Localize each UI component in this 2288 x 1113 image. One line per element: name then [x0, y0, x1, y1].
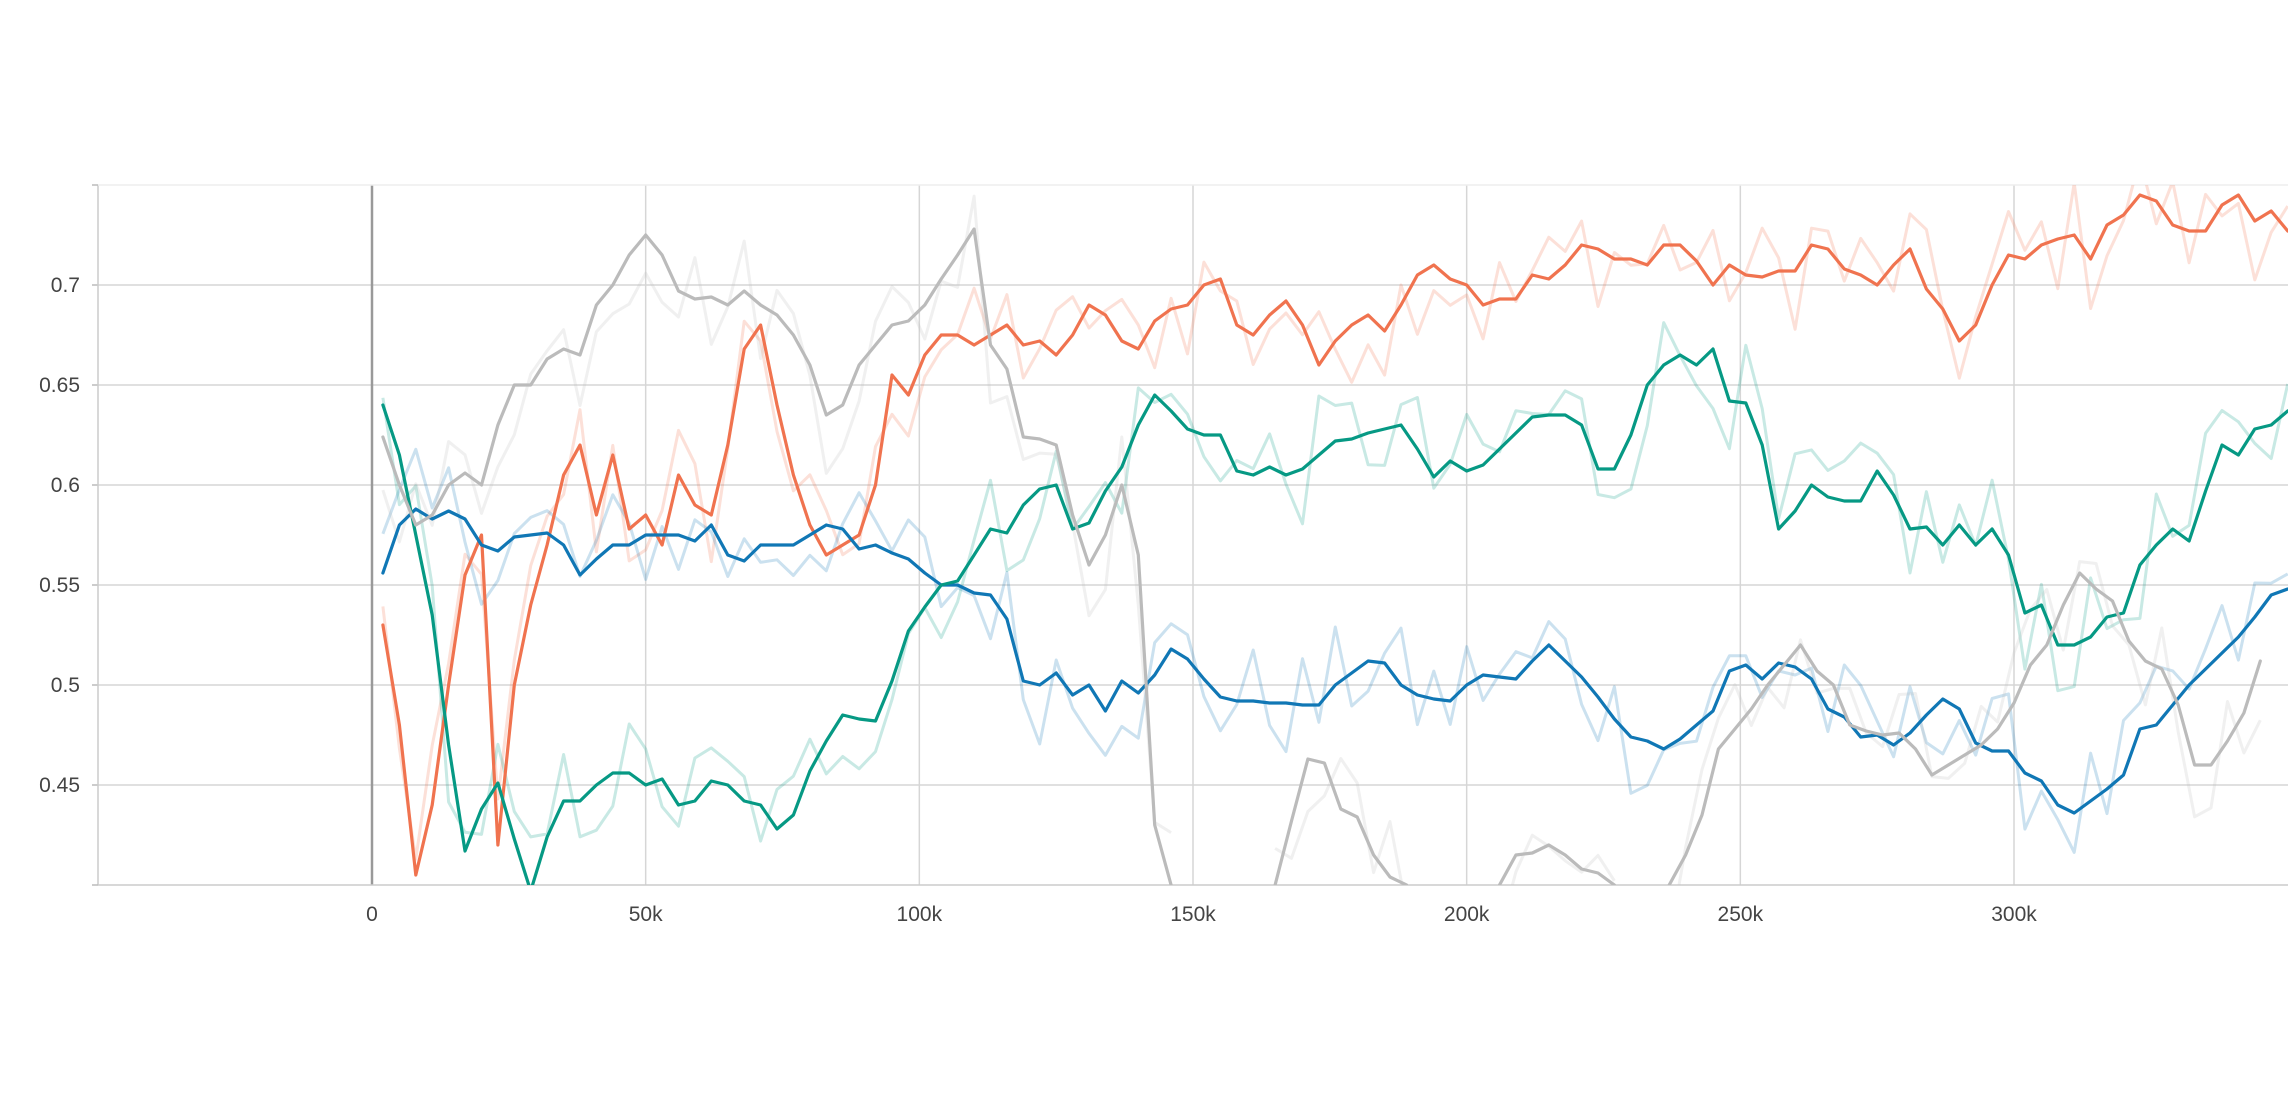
series-line	[1273, 757, 1409, 885]
smoothed-series	[381, 193, 2288, 885]
raw-series-line	[381, 321, 2288, 843]
series-line	[1497, 843, 1616, 885]
axes	[92, 184, 2288, 886]
series-line	[381, 347, 2288, 885]
x-tick-label: 0	[366, 903, 378, 926]
raw-series-line	[381, 185, 2288, 861]
x-tick-label: 50k	[629, 903, 663, 926]
y-tick-label: 0.7	[51, 274, 80, 297]
tick-labels: 0.45 0.5 0.55 0.6 0.65 0.7 0 50k 100k 150k 200k 250…	[39, 274, 2037, 926]
series-line	[381, 227, 1173, 885]
raw-series-line	[381, 194, 1172, 834]
raw-series-shadows	[381, 185, 2288, 885]
y-tick-label: 0.6	[51, 474, 80, 497]
raw-series-line	[381, 447, 2288, 854]
y-tick-label: 0.5	[51, 674, 80, 697]
x-tick-label: 200k	[1444, 903, 1490, 926]
series-line	[381, 193, 2288, 877]
y-tick-label: 0.45	[39, 774, 80, 797]
series-line	[381, 507, 2288, 815]
x-tick-label: 250k	[1718, 903, 1764, 926]
x-tick-label: 150k	[1170, 903, 1216, 926]
series-line	[1667, 571, 2262, 885]
y-tick-label: 0.55	[39, 574, 80, 597]
y-tick-label: 0.65	[39, 374, 80, 397]
raw-series-line	[1274, 757, 1404, 885]
x-tick-label: 300k	[1991, 903, 2037, 926]
x-tick-label: 100k	[897, 903, 943, 926]
raw-series-line	[1510, 833, 1616, 885]
